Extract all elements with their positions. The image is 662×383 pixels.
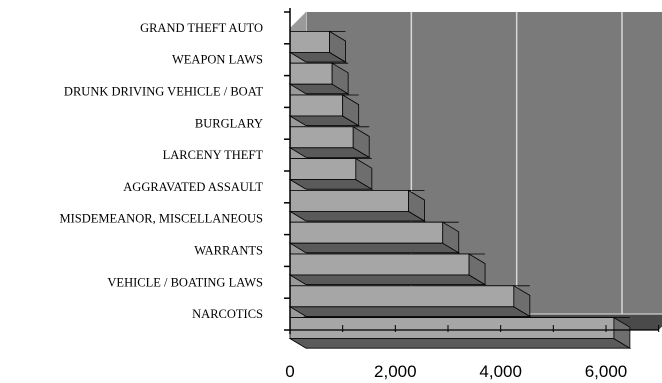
bar-front-8 [289, 285, 515, 308]
bar-3 [288, 126, 371, 159]
category-label-5: AGGRAVATED ASSAULT [123, 180, 263, 194]
bar-0 [288, 30, 347, 63]
bar-front-2 [289, 94, 344, 117]
bar-end-1 [331, 62, 349, 95]
bar-front-7 [289, 253, 470, 276]
bar-9 [288, 316, 632, 349]
category-label-0: GRAND THEFT AUTO [140, 21, 263, 35]
bar-8 [288, 285, 532, 318]
bar-end-4 [355, 157, 373, 190]
bar-front-3 [289, 126, 354, 149]
bar-front-1 [289, 62, 333, 85]
bar-bottom-5 [288, 210, 426, 222]
category-label-7: WARRANTS [194, 244, 263, 258]
bar-7 [288, 253, 487, 286]
x-tick-label-0: 0 [285, 362, 294, 381]
category-label-9: NARCOTICS [192, 307, 263, 321]
bar-4 [288, 157, 374, 190]
bar-end-0 [329, 30, 346, 63]
bar-end-9 [613, 316, 631, 349]
category-labels: GRAND THEFT AUTO WEAPON LAWS DRUNK DRIVING… [60, 21, 264, 321]
category-label-3: BURGLARY [195, 116, 263, 130]
bar-end-3 [352, 126, 370, 159]
bars [288, 30, 632, 349]
bar-front-0 [289, 30, 330, 53]
x-tick-label-1: 2,000 [374, 362, 417, 381]
bar-bottom-6 [288, 242, 461, 254]
axes [284, 8, 660, 334]
bar-6 [288, 221, 461, 254]
bar-5 [288, 189, 426, 222]
bar-front-6 [289, 221, 444, 244]
bar-1 [288, 62, 350, 95]
bar-bottom-9 [288, 338, 632, 349]
bar-2 [288, 94, 361, 127]
bar-bottom-7 [288, 274, 487, 286]
x-tick-label-3: 6,000 [585, 362, 628, 381]
bar-bottom-8 [288, 306, 532, 317]
x-tick-labels: 0 2,000 4,000 6,000 [285, 362, 627, 381]
bar-front-4 [289, 158, 357, 181]
bar-end-8 [513, 285, 531, 318]
category-label-6: MISDEMEANOR, MISCELLANEOUS [60, 212, 264, 226]
category-label-8: VEHICLE / BOATING LAWS [107, 275, 263, 289]
bar-end-7 [468, 253, 486, 286]
bar-front-5 [289, 189, 409, 212]
bar-end-2 [342, 94, 360, 127]
category-label-4: LARCENY THEFT [163, 148, 264, 162]
bar-end-6 [442, 221, 460, 254]
bar-front-9 [289, 317, 615, 340]
category-label-2: DRUNK DRIVING VEHICLE / BOAT [64, 85, 263, 99]
category-label-1: WEAPON LAWS [172, 53, 263, 67]
bar-end-5 [408, 189, 425, 222]
x-tick-label-2: 4,000 [479, 362, 522, 381]
